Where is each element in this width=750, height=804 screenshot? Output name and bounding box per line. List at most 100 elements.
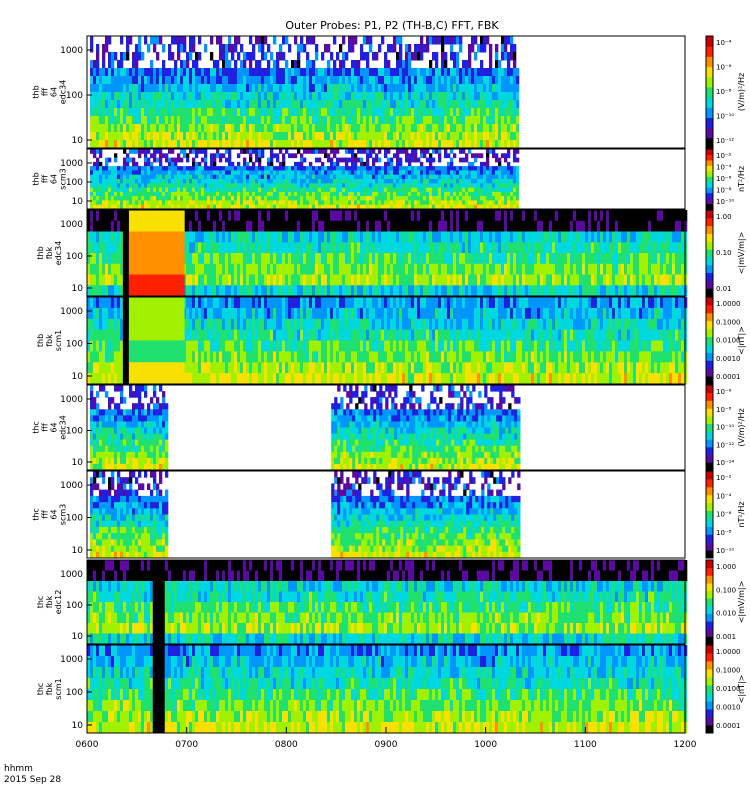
spectrogram-cell xyxy=(288,285,291,296)
spectrogram-cell xyxy=(249,264,252,275)
spectrogram-cell xyxy=(486,100,489,109)
spectrogram-cell xyxy=(333,179,336,184)
spectrogram-cell xyxy=(105,285,108,296)
spectrogram-cell xyxy=(414,192,417,197)
spectrogram-cell xyxy=(474,153,477,158)
spectrogram-cell xyxy=(129,179,132,184)
spectrogram-cell xyxy=(486,68,489,77)
spectrogram-cell xyxy=(312,275,315,286)
spectrogram-cell xyxy=(384,84,387,93)
spectrogram-cell xyxy=(156,149,159,154)
spectrogram-cell xyxy=(249,68,252,77)
spectrogram-cell xyxy=(216,175,219,180)
spectrogram-cell xyxy=(252,175,255,180)
spectrogram-cell xyxy=(210,108,213,117)
spectrogram-cell xyxy=(291,192,294,197)
spectrogram-cell xyxy=(222,232,225,243)
spectrogram-cell xyxy=(327,116,330,125)
spectrogram-cell xyxy=(150,36,153,45)
spectrogram-cell xyxy=(195,264,198,275)
spectrogram-cell xyxy=(483,76,486,85)
colorbar-tick-label: 10⁻⁸ xyxy=(716,187,732,195)
spectrogram-cell xyxy=(285,192,288,197)
spectrogram-cell xyxy=(351,242,354,253)
spectrogram-cell xyxy=(285,170,288,175)
spectrogram-cell xyxy=(222,285,225,296)
spectrogram-cell xyxy=(312,242,315,253)
spectrogram-cell xyxy=(330,275,333,286)
spectrogram-cell xyxy=(147,124,150,133)
spectrogram-cell xyxy=(210,183,213,188)
spectrogram-cell xyxy=(540,275,543,286)
spectrogram-cell xyxy=(609,242,612,253)
spectrogram-cell xyxy=(489,68,492,77)
spectrogram-cell xyxy=(210,52,213,61)
spectrogram-cell xyxy=(381,242,384,253)
spectrogram-cell xyxy=(96,175,99,180)
spectrogram-cell xyxy=(516,132,519,141)
spectrogram-cell xyxy=(114,285,117,296)
spectrogram-cell xyxy=(534,285,537,296)
spectrogram-cell xyxy=(240,108,243,117)
spectrogram-cell xyxy=(633,242,636,253)
spectrogram-cell xyxy=(372,253,375,264)
spectrogram-cell xyxy=(210,264,213,275)
spectrogram-cell xyxy=(282,253,285,264)
spectrogram-cell xyxy=(456,132,459,141)
spectrogram-cell xyxy=(504,132,507,141)
spectrogram-cell xyxy=(144,170,147,175)
spectrogram-cell xyxy=(336,188,339,193)
spectrogram-cell xyxy=(102,92,105,101)
spectrogram-cell xyxy=(447,196,450,201)
spectrogram-cell xyxy=(639,210,642,221)
spectrogram-cell xyxy=(141,200,144,205)
spectrogram-cell xyxy=(432,116,435,125)
spectrogram-cell xyxy=(270,183,273,188)
spectrogram-cell xyxy=(108,166,111,171)
spectrogram-cell xyxy=(258,124,261,133)
spectrogram-cell xyxy=(216,242,219,253)
spectrogram-cell xyxy=(288,232,291,243)
spectrogram-cell xyxy=(408,153,411,158)
spectrogram-cell xyxy=(135,100,138,109)
spectrogram-cell xyxy=(429,116,432,125)
spectrogram-cell xyxy=(90,84,93,93)
spectrogram-cell xyxy=(480,179,483,184)
spectrogram-cell xyxy=(387,170,390,175)
spectrogram-cell xyxy=(231,108,234,117)
spectrogram-cell xyxy=(294,60,297,69)
spectrogram-cell xyxy=(291,242,294,253)
spectrogram-cell xyxy=(435,149,438,154)
spectrogram-cell xyxy=(255,170,258,175)
spectrogram-cell xyxy=(342,100,345,109)
spectrogram-cell xyxy=(474,84,477,93)
spectrogram-cell xyxy=(198,196,201,201)
spectrogram-cell xyxy=(384,200,387,205)
spectrogram-cell xyxy=(516,76,519,85)
spectrogram-cell xyxy=(360,179,363,184)
spectrogram-cell xyxy=(513,275,516,286)
spectrogram-cell xyxy=(495,210,498,221)
spectrogram-cell xyxy=(546,275,549,286)
spectrogram-cell xyxy=(120,200,123,205)
spectrogram-cell xyxy=(489,210,492,221)
spectrogram-cell xyxy=(357,285,360,296)
spectrogram-cell xyxy=(114,158,117,163)
spectrogram-cell xyxy=(561,221,564,232)
spectrogram-cell xyxy=(375,242,378,253)
spectrogram-cell xyxy=(504,179,507,184)
spectrogram-cell xyxy=(156,192,159,197)
spectrogram-cell xyxy=(480,253,483,264)
colorbar-swatch xyxy=(706,165,713,171)
spectrogram-cell xyxy=(174,100,177,109)
spectrogram-cell xyxy=(630,242,633,253)
spectrogram-cell xyxy=(351,68,354,77)
spectrogram-cell xyxy=(189,232,192,243)
spectrogram-cell xyxy=(321,84,324,93)
spectrogram-cell xyxy=(213,76,216,85)
spectrogram-cell xyxy=(153,124,156,133)
spectrogram-cell xyxy=(441,285,444,296)
spectrogram-cell xyxy=(378,158,381,163)
spectrogram-cell xyxy=(453,124,456,133)
spectrogram-cell xyxy=(252,124,255,133)
